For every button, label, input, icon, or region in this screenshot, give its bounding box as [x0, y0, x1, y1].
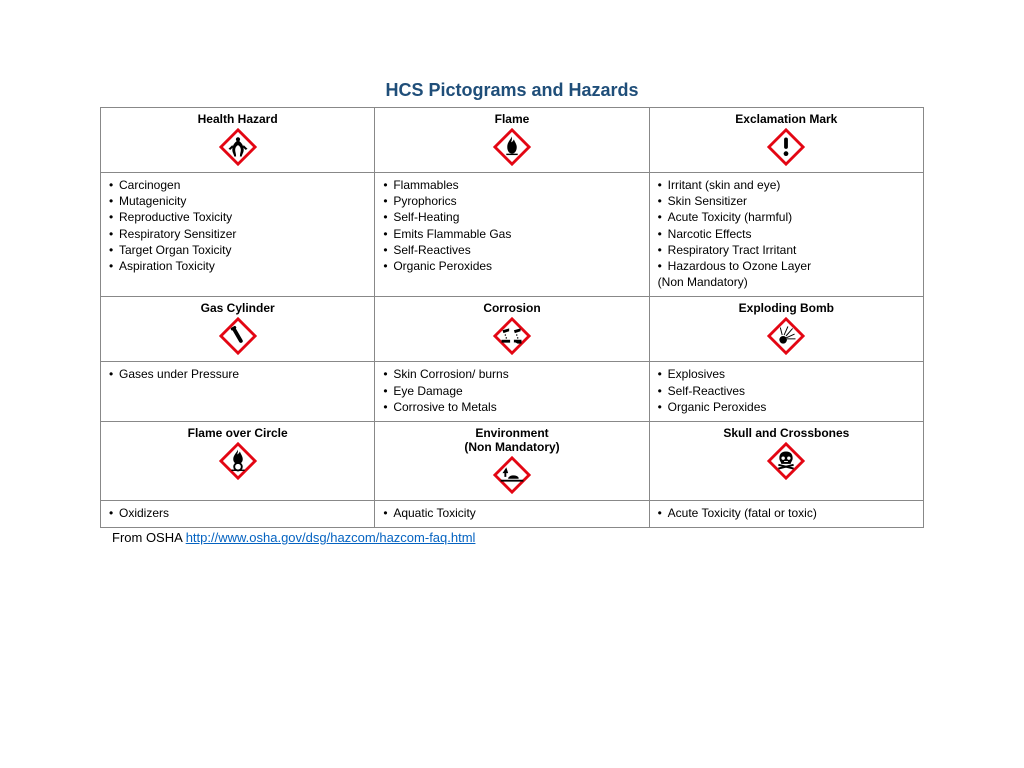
- exclamation-icon: [658, 128, 915, 166]
- list-item: Acute Toxicity (fatal or toxic): [658, 505, 915, 521]
- hdr-label: Exploding Bomb: [658, 301, 915, 315]
- hdr-environment: Environment (Non Mandatory): [375, 421, 649, 500]
- list-item: Aspiration Toxicity: [109, 258, 366, 274]
- list-item: Explosives: [658, 366, 915, 382]
- hdr-label: Corrosion: [383, 301, 640, 315]
- pictogram-table: Health Hazard Flame: [100, 107, 924, 528]
- hdr-exclamation: Exclamation Mark: [649, 108, 923, 173]
- hdr-label: Exclamation Mark: [658, 112, 915, 126]
- list-item: Target Organ Toxicity: [109, 242, 366, 258]
- hdr-health-hazard: Health Hazard: [101, 108, 375, 173]
- hdr-label: Flame over Circle: [109, 426, 366, 440]
- hdr-flame: Flame: [375, 108, 649, 173]
- list-item: Respiratory Sensitizer: [109, 226, 366, 242]
- list-health-hazard: Carcinogen Mutagenicity Reproductive Tox…: [101, 173, 375, 297]
- list-item: Reproductive Toxicity: [109, 209, 366, 225]
- list-gas-cylinder: Gases under Pressure: [101, 362, 375, 422]
- hdr-skull: Skull and Crossbones: [649, 421, 923, 500]
- hdr-sublabel: (Non Mandatory): [383, 440, 640, 454]
- flame-icon: [383, 128, 640, 166]
- corrosion-icon: [383, 317, 640, 355]
- list-item: Self-Reactives: [658, 383, 915, 399]
- list-item: Corrosive to Metals: [383, 399, 640, 415]
- skull-icon: [658, 442, 915, 480]
- note: (Non Mandatory): [658, 274, 915, 290]
- list-item: Organic Peroxides: [658, 399, 915, 415]
- list-item: Respiratory Tract Irritant: [658, 242, 915, 258]
- flame-over-circle-icon: [109, 442, 366, 480]
- hdr-label: Gas Cylinder: [109, 301, 366, 315]
- hdr-corrosion: Corrosion: [375, 297, 649, 362]
- list-item: Skin Sensitizer: [658, 193, 915, 209]
- hdr-exploding-bomb: Exploding Bomb: [649, 297, 923, 362]
- list-item: Carcinogen: [109, 177, 366, 193]
- list-flame-over-circle: Oxidizers: [101, 500, 375, 527]
- list-item: Skin Corrosion/ burns: [383, 366, 640, 382]
- list-flame: Flammables Pyrophorics Self-Heating Emit…: [375, 173, 649, 297]
- source-link[interactable]: http://www.osha.gov/dsg/hazcom/hazcom-fa…: [186, 530, 476, 545]
- list-item: Irritant (skin and eye): [658, 177, 915, 193]
- list-item: Self-Reactives: [383, 242, 640, 258]
- page-title: HCS Pictograms and Hazards: [100, 80, 924, 101]
- gas-cylinder-icon: [109, 317, 366, 355]
- list-exclamation: Irritant (skin and eye) Skin Sensitizer …: [649, 173, 923, 297]
- hdr-gas-cylinder: Gas Cylinder: [101, 297, 375, 362]
- source-prefix: From OSHA: [112, 530, 186, 545]
- list-item: Hazardous to Ozone Layer: [658, 258, 915, 274]
- environment-icon: [383, 456, 640, 494]
- list-corrosion: Skin Corrosion/ burns Eye Damage Corrosi…: [375, 362, 649, 422]
- list-item: Eye Damage: [383, 383, 640, 399]
- list-skull: Acute Toxicity (fatal or toxic): [649, 500, 923, 527]
- list-item: Flammables: [383, 177, 640, 193]
- list-item: Oxidizers: [109, 505, 366, 521]
- hdr-label: Health Hazard: [109, 112, 366, 126]
- hdr-label: Flame: [383, 112, 640, 126]
- hdr-label: Environment: [383, 426, 640, 440]
- list-item: Organic Peroxides: [383, 258, 640, 274]
- list-item: Mutagenicity: [109, 193, 366, 209]
- list-item: Pyrophorics: [383, 193, 640, 209]
- list-item: Narcotic Effects: [658, 226, 915, 242]
- list-exploding-bomb: Explosives Self-Reactives Organic Peroxi…: [649, 362, 923, 422]
- list-item: Aquatic Toxicity: [383, 505, 640, 521]
- health-hazard-icon: [109, 128, 366, 166]
- list-item: Self-Heating: [383, 209, 640, 225]
- list-item: Acute Toxicity (harmful): [658, 209, 915, 225]
- source-line: From OSHA http://www.osha.gov/dsg/hazcom…: [100, 530, 924, 545]
- hdr-flame-over-circle: Flame over Circle: [101, 421, 375, 500]
- list-environment: Aquatic Toxicity: [375, 500, 649, 527]
- exploding-bomb-icon: [658, 317, 915, 355]
- hdr-label: Skull and Crossbones: [658, 426, 915, 440]
- list-item: Gases under Pressure: [109, 366, 366, 382]
- list-item: Emits Flammable Gas: [383, 226, 640, 242]
